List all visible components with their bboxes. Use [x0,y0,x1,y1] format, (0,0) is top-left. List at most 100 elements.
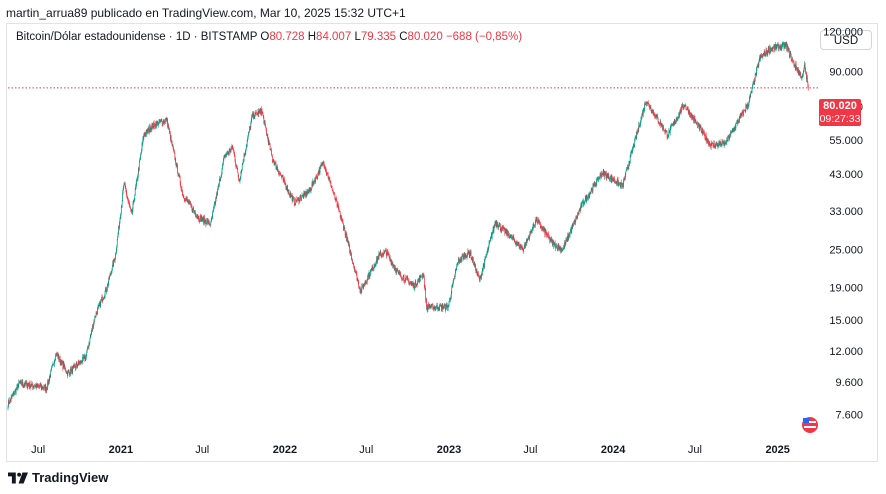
candle-body [389,256,391,261]
candle-body [256,113,258,116]
candle-body [559,247,560,250]
candle-body [202,217,204,219]
candle-body [568,233,569,240]
candle-body [612,179,614,181]
candle-body [286,186,288,191]
candle-body [136,177,138,180]
candle-body [471,258,472,260]
candle-body [737,120,739,124]
candle-body [804,63,806,69]
candle-body [450,292,452,297]
candle-body [267,136,269,140]
candle-body [427,304,429,310]
candle-body [284,182,286,185]
candle-body [37,384,39,386]
candle-body [748,102,750,106]
candle-body [215,198,217,200]
candle-body [449,299,451,301]
candle-body [688,110,690,115]
candle-body [59,357,61,360]
candle-body [214,203,216,204]
symbol-title[interactable]: Bitcoin/Dólar estadounidense · 1D · BITS… [16,31,258,43]
candle-body [311,188,312,190]
candle-body [465,255,467,257]
candle-body [325,168,326,171]
candle-body [79,361,81,363]
us-flag-icon[interactable] [802,417,818,433]
candle-body [386,254,388,257]
candle-body [10,399,12,401]
candle-body [631,150,633,153]
candle-body [401,279,403,280]
candle-body [540,226,542,228]
candle-body [30,385,32,387]
candle-body [538,220,540,223]
candle-body [562,248,564,249]
candle-body [16,385,18,389]
candle-body [294,204,296,205]
candle-body [67,372,69,373]
candle-body [632,147,634,149]
candle-body [463,254,465,256]
candle-body [792,59,793,61]
candle-body [789,56,791,57]
tradingview-logo[interactable]: TradingView [8,470,108,485]
candle-body [502,225,503,227]
candle-body [800,72,801,78]
candle-body [505,229,507,232]
candle-body [584,203,585,205]
candle-body [724,143,725,146]
price-tick-label: 120.000 [823,27,863,39]
candle-body [723,141,725,146]
candle-body [514,240,516,243]
candle-body [761,55,762,57]
currency-button[interactable]: USD [820,30,872,50]
candle-body [476,269,477,273]
candle-body [73,365,75,366]
candle-body [53,361,55,365]
candle-body [326,173,328,175]
candle-body [651,110,653,113]
candle-body [731,130,733,132]
candle-body [177,165,178,173]
candle-body [159,120,160,123]
candle-body [187,200,189,202]
candle-body [89,337,91,339]
candle-body [435,306,436,309]
candle-body [237,168,239,173]
candle-body [752,85,753,89]
candle-body [586,195,587,202]
candle-body [68,371,70,373]
candle-body [88,347,89,348]
candle-body [402,279,404,281]
candle-body [165,119,167,121]
candle-body [330,186,332,188]
candle-body [548,236,550,238]
price-tick-label: 9.600 [835,377,863,389]
candle-body [276,168,277,169]
candle-body [178,174,179,176]
candle-body [339,211,341,213]
candle-body [787,47,789,51]
candle-body [174,158,176,160]
candle-body [443,305,445,308]
candle-body [230,148,232,152]
candle-body [46,388,48,391]
candle-body [768,48,770,53]
candle-body [335,197,337,201]
candle-body [179,175,181,178]
candle-body [161,120,163,122]
candle-body [576,216,578,219]
candle-body [512,236,514,240]
candle-body [459,258,460,262]
candle-body [234,153,235,157]
candle-body [458,258,460,259]
candle-body [753,83,754,85]
candle-body [559,247,561,248]
candle-body [670,125,672,127]
candle-body [343,228,345,230]
candle-body [289,192,291,196]
candle-body [792,60,794,62]
candle-body [280,175,282,178]
